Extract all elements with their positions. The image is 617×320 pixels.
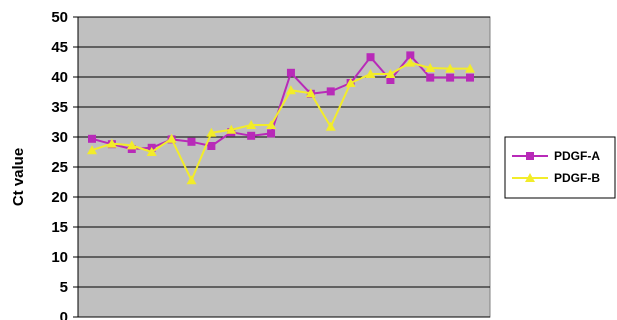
y-axis: 0 5 10 15 20 25 30 35 40 45 50 xyxy=(51,9,79,320)
data-point xyxy=(166,133,177,143)
data-point xyxy=(246,120,257,129)
series-pdgf-b xyxy=(87,57,475,185)
data-point xyxy=(106,138,117,148)
data-point xyxy=(286,68,295,77)
data-point xyxy=(226,124,237,134)
y-tick-label: 30 xyxy=(51,129,68,146)
data-point xyxy=(285,85,296,95)
data-point xyxy=(446,73,455,82)
series-group xyxy=(87,51,475,185)
legend: PDGF-A PDGF-B xyxy=(504,136,616,199)
legend-item-pdgf-a: PDGF-A xyxy=(512,149,600,163)
legend-marker xyxy=(525,173,535,182)
data-point xyxy=(325,121,336,131)
data-point xyxy=(87,145,97,155)
data-point xyxy=(305,88,316,98)
y-tick-label: 20 xyxy=(51,189,68,206)
legend-marker xyxy=(526,152,534,160)
y-tick-label: 50 xyxy=(51,9,68,26)
data-point xyxy=(385,69,396,78)
data-point xyxy=(366,53,375,62)
legend-label: PDGF-A xyxy=(554,149,600,163)
data-point xyxy=(206,127,217,137)
y-tick-label: 5 xyxy=(60,279,68,296)
data-point xyxy=(345,78,356,87)
y-tick-label: 10 xyxy=(51,249,68,266)
data-point xyxy=(326,87,335,96)
data-point xyxy=(126,140,137,150)
legend-item-pdgf-b: PDGF-B xyxy=(512,171,600,185)
data-point xyxy=(88,134,96,143)
y-tick-label: 15 xyxy=(51,219,68,236)
data-point xyxy=(146,147,157,156)
data-point xyxy=(386,76,395,84)
data-point xyxy=(425,63,436,72)
legend-label: PDGF-B xyxy=(554,171,600,185)
y-tick-label: 45 xyxy=(51,39,68,56)
y-axis-title: Ct value xyxy=(10,148,27,206)
data-point xyxy=(267,129,276,138)
data-point xyxy=(247,131,256,140)
data-point xyxy=(207,142,216,150)
data-point xyxy=(465,63,475,73)
data-point xyxy=(365,69,376,78)
legend-box xyxy=(504,136,616,199)
y-tick-label: 25 xyxy=(51,159,68,176)
y-tick-label: 35 xyxy=(51,99,68,116)
plot-area xyxy=(77,16,491,318)
y-tick-label: 40 xyxy=(51,69,68,86)
data-point xyxy=(406,51,415,60)
y-tick-label: 0 xyxy=(60,309,68,320)
data-point xyxy=(445,63,456,73)
data-point xyxy=(187,137,196,146)
data-point xyxy=(466,73,474,82)
data-point xyxy=(186,175,197,185)
data-point xyxy=(426,73,435,82)
data-point xyxy=(266,120,277,129)
data-point xyxy=(405,57,416,67)
